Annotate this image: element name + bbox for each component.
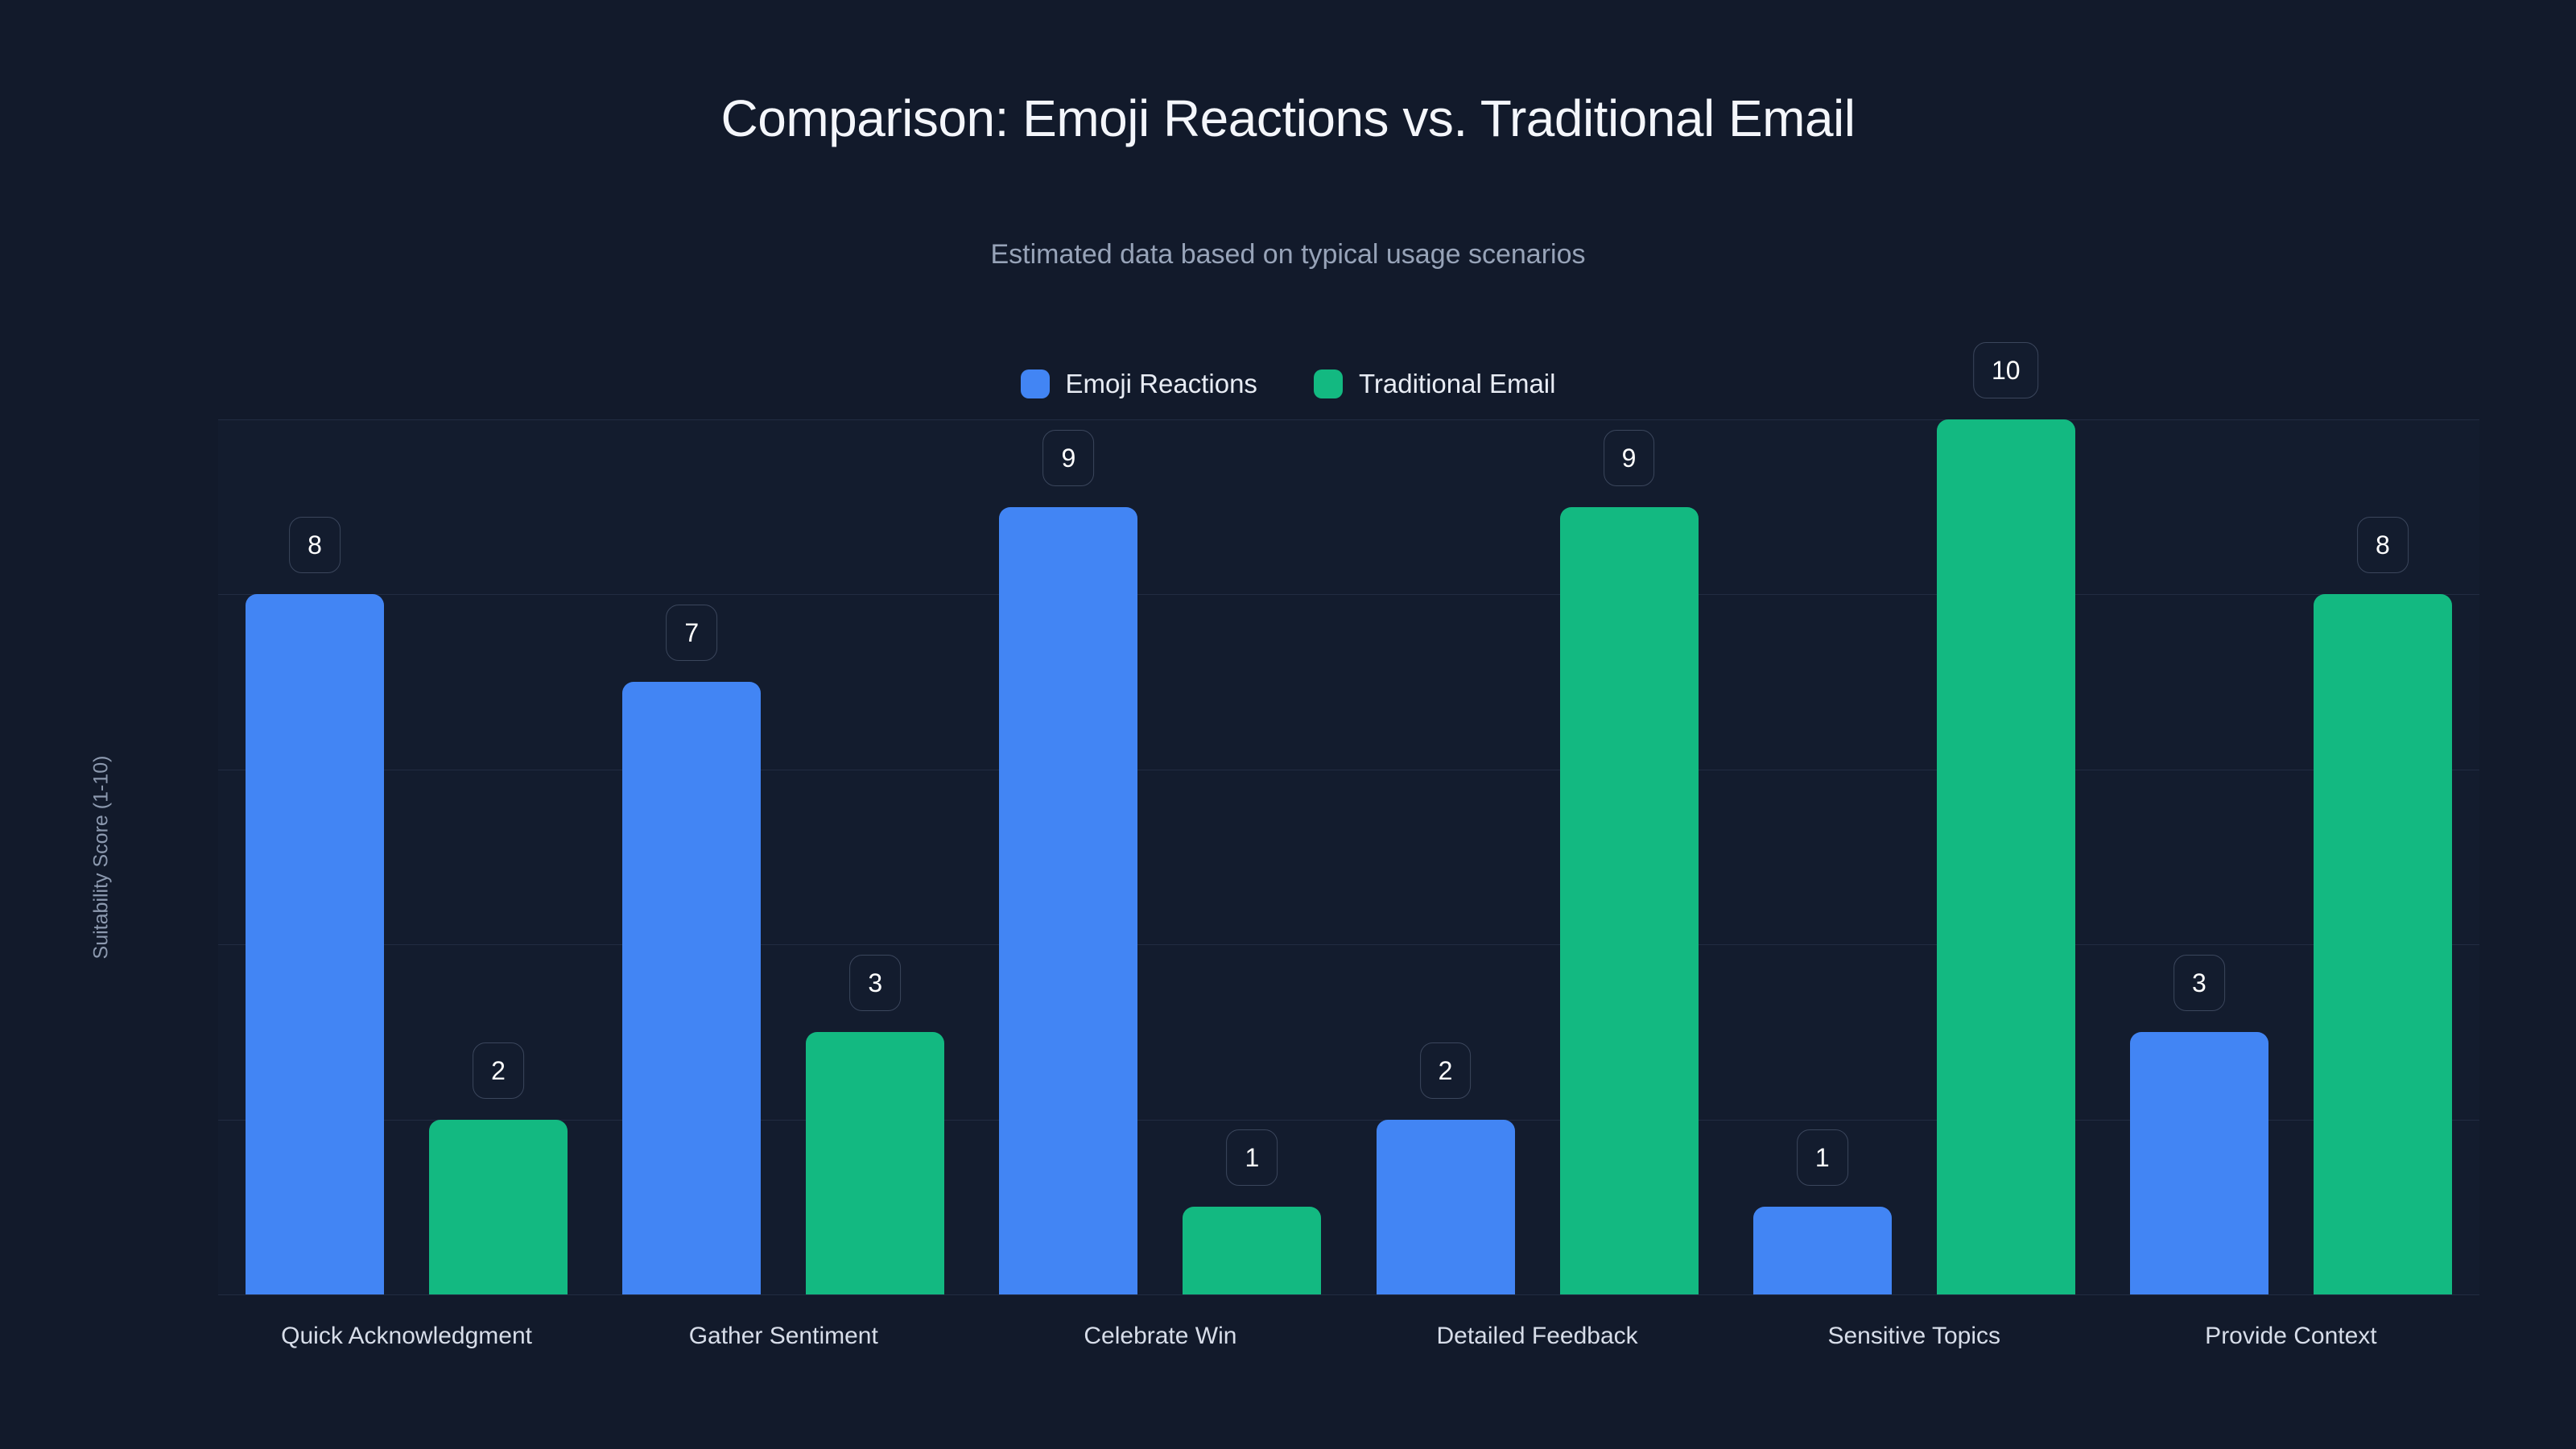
- legend-item-label: Traditional Email: [1358, 369, 1556, 398]
- bar-group: 1 10: [1726, 342, 2103, 1294]
- bar-column[interactable]: 9: [999, 419, 1138, 1294]
- legend-item-1[interactable]: Traditional Email: [1313, 369, 1556, 399]
- bar[interactable]: [622, 682, 762, 1294]
- bar-column[interactable]: 2: [429, 419, 568, 1294]
- gridline: [218, 594, 2479, 596]
- bar-value-label: 8: [2357, 517, 2409, 574]
- bar-column[interactable]: 1: [1752, 419, 1892, 1294]
- bar-column[interactable]: 2: [1376, 419, 1515, 1294]
- bar[interactable]: [1752, 1207, 1892, 1294]
- legend-item-label: Emoji Reactions: [1065, 369, 1257, 398]
- bar-column[interactable]: 10: [1936, 342, 2075, 1294]
- x-axis-category-label: Provide Context: [2205, 1323, 2377, 1349]
- plot-area: [218, 419, 2479, 1295]
- bar-value-label: 7: [666, 605, 718, 662]
- bar-value-label: 3: [2174, 954, 2225, 1011]
- bar-column[interactable]: 8: [2313, 419, 2452, 1294]
- x-axis-category-label: Detailed Feedback: [1436, 1323, 1638, 1349]
- bar[interactable]: [246, 594, 385, 1294]
- bar[interactable]: [2129, 1031, 2268, 1294]
- x-axis-category-label: Celebrate Win: [1084, 1323, 1237, 1349]
- x-axis-labels: Quick Acknowledgment Gather Sentiment Cele…: [218, 1323, 2479, 1363]
- bar[interactable]: [1936, 419, 2075, 1294]
- gridline: [218, 944, 2479, 946]
- y-axis-ticks: 0246810: [0, 419, 1, 1294]
- bar-value-label: 3: [849, 954, 902, 1011]
- bar-value-label: 9: [1042, 429, 1095, 486]
- bar[interactable]: [1376, 1119, 1515, 1294]
- bar-value-label: 2: [1419, 1042, 1472, 1099]
- gridline: [218, 419, 2479, 420]
- bar[interactable]: [429, 1119, 568, 1294]
- legend-item-0[interactable]: Emoji Reactions: [1020, 369, 1257, 399]
- bar[interactable]: [999, 506, 1138, 1294]
- bar[interactable]: [1183, 1207, 1322, 1294]
- gridline: [218, 1294, 2479, 1295]
- y-axis-title: Suitability Score (1-10): [89, 755, 113, 960]
- chart-legend: Emoji Reactions Traditional Email: [0, 369, 2576, 399]
- bar[interactable]: [1559, 506, 1699, 1294]
- bar-column[interactable]: 1: [1183, 419, 1322, 1294]
- bar-value-label: 1: [1796, 1129, 1848, 1187]
- bar-value-label: 10: [1972, 342, 2039, 398]
- bar-column[interactable]: 8: [246, 419, 385, 1294]
- bar-series-container: 8 2 7 3 9 1 2 9 1 10 3 8: [218, 342, 2479, 1294]
- bar-value-label: 2: [473, 1042, 524, 1099]
- legend-swatch-green: [1313, 369, 1343, 398]
- bar-column[interactable]: 3: [2129, 419, 2268, 1294]
- bar-value-label: 8: [289, 517, 341, 574]
- chart-subtitle: Estimated data based on typical usage sc…: [990, 239, 1586, 270]
- legend-swatch-blue: [1020, 369, 1050, 398]
- bar-column[interactable]: 3: [806, 419, 945, 1294]
- bar[interactable]: [2313, 594, 2452, 1294]
- bar-column[interactable]: 9: [1559, 419, 1699, 1294]
- x-axis-category-label: Gather Sentiment: [688, 1323, 878, 1349]
- bar[interactable]: [806, 1031, 945, 1294]
- x-axis-category-label: Sensitive Topics: [1827, 1323, 2001, 1349]
- bar-value-label: 9: [1603, 429, 1655, 486]
- page-title: Comparison: Emoji Reactions vs. Traditio…: [720, 89, 1856, 147]
- bar-value-label: 1: [1226, 1129, 1278, 1187]
- gridline: [218, 1119, 2479, 1121]
- bar-column[interactable]: 7: [622, 419, 762, 1294]
- x-axis-category-label: Quick Acknowledgment: [281, 1323, 532, 1349]
